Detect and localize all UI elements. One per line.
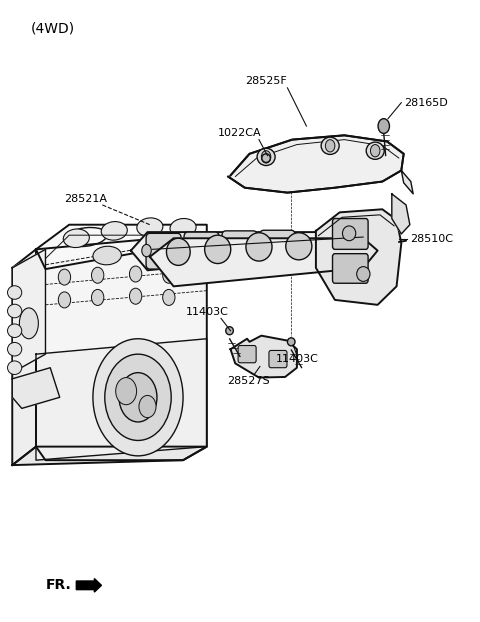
Polygon shape — [131, 232, 333, 271]
Ellipse shape — [137, 218, 163, 236]
Ellipse shape — [257, 148, 275, 165]
Text: 28510C: 28510C — [410, 234, 453, 244]
Circle shape — [139, 396, 156, 417]
Polygon shape — [12, 249, 36, 465]
Circle shape — [58, 292, 71, 308]
Polygon shape — [228, 136, 404, 193]
Circle shape — [92, 289, 104, 305]
Polygon shape — [12, 447, 207, 465]
Polygon shape — [392, 194, 410, 234]
Ellipse shape — [101, 221, 127, 240]
Text: FR.: FR. — [46, 578, 71, 592]
Ellipse shape — [93, 246, 121, 265]
Circle shape — [163, 267, 175, 283]
FancyBboxPatch shape — [238, 345, 256, 363]
Text: 1022CA: 1022CA — [218, 128, 262, 139]
FancyBboxPatch shape — [146, 233, 181, 269]
Ellipse shape — [204, 235, 231, 264]
Circle shape — [323, 238, 333, 251]
Ellipse shape — [170, 218, 196, 237]
Circle shape — [130, 288, 142, 304]
Text: 28525F: 28525F — [245, 76, 287, 86]
Circle shape — [378, 119, 389, 134]
FancyBboxPatch shape — [333, 254, 368, 283]
FancyBboxPatch shape — [269, 350, 287, 368]
Ellipse shape — [246, 233, 272, 261]
Polygon shape — [12, 368, 60, 409]
Circle shape — [93, 339, 183, 456]
Ellipse shape — [366, 142, 384, 159]
FancyBboxPatch shape — [222, 231, 257, 267]
Ellipse shape — [8, 343, 22, 356]
Ellipse shape — [321, 137, 339, 154]
FancyBboxPatch shape — [333, 218, 368, 249]
Polygon shape — [36, 225, 207, 269]
Circle shape — [325, 139, 335, 152]
FancyBboxPatch shape — [184, 232, 219, 268]
Polygon shape — [36, 339, 207, 460]
Circle shape — [116, 378, 137, 405]
Ellipse shape — [8, 304, 22, 318]
Text: 28165D: 28165D — [404, 98, 447, 108]
Circle shape — [92, 267, 104, 283]
Circle shape — [105, 354, 171, 440]
Text: 28527S: 28527S — [227, 376, 270, 386]
Circle shape — [119, 373, 157, 422]
Polygon shape — [230, 336, 297, 378]
Ellipse shape — [357, 267, 370, 281]
Polygon shape — [401, 170, 413, 194]
Ellipse shape — [19, 308, 38, 339]
Ellipse shape — [8, 324, 22, 338]
Circle shape — [163, 289, 175, 305]
Circle shape — [142, 244, 151, 257]
FancyArrow shape — [76, 578, 101, 592]
Text: 11403C: 11403C — [276, 354, 318, 364]
Ellipse shape — [167, 238, 190, 266]
Circle shape — [130, 266, 142, 282]
FancyBboxPatch shape — [260, 230, 295, 266]
Text: 28521A: 28521A — [64, 193, 108, 204]
Ellipse shape — [342, 226, 356, 241]
Ellipse shape — [288, 338, 295, 346]
Circle shape — [58, 269, 71, 285]
Ellipse shape — [226, 327, 233, 335]
Text: 11403C: 11403C — [186, 307, 229, 317]
Circle shape — [288, 240, 297, 253]
Circle shape — [371, 144, 380, 157]
Ellipse shape — [286, 233, 312, 260]
Polygon shape — [316, 209, 401, 305]
Ellipse shape — [8, 285, 22, 299]
Polygon shape — [150, 238, 378, 286]
Ellipse shape — [262, 154, 270, 162]
Ellipse shape — [63, 229, 89, 248]
Ellipse shape — [8, 361, 22, 374]
Text: (4WD): (4WD) — [31, 21, 75, 35]
Circle shape — [261, 151, 271, 163]
Polygon shape — [36, 234, 207, 460]
Polygon shape — [12, 249, 46, 373]
